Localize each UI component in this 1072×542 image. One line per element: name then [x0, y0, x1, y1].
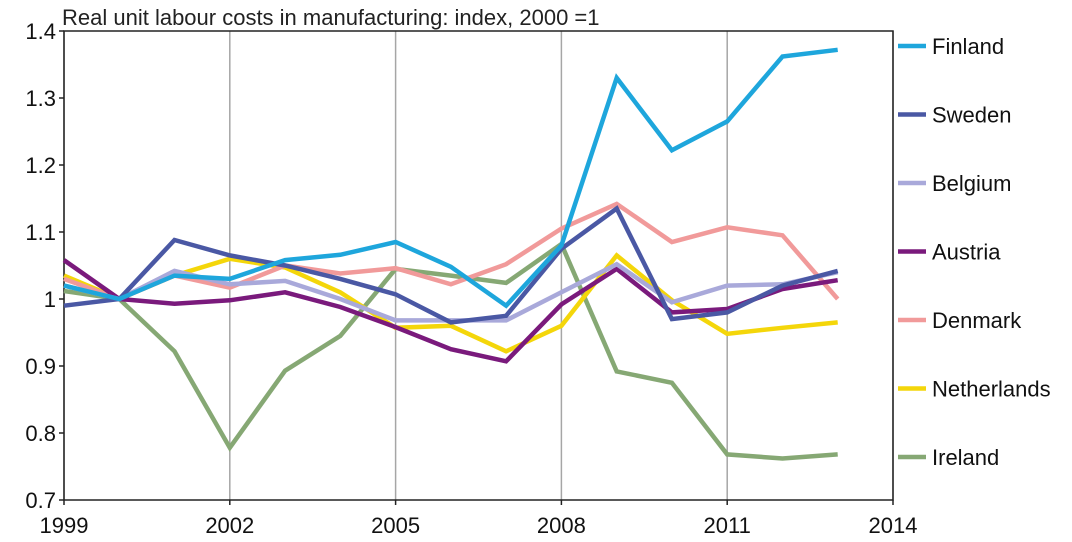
- y-tick-label: 0.7: [25, 488, 56, 513]
- y-tick-label: 0.8: [25, 421, 56, 446]
- legend-label-netherlands: Netherlands: [932, 377, 1051, 402]
- y-tick-label: 1: [44, 287, 56, 312]
- plot-frame: [63, 30, 894, 501]
- legend-label-finland: Finland: [932, 34, 1004, 59]
- y-tick-label: 1.4: [25, 19, 56, 44]
- chart-title: Real unit labour costs in manufacturing:…: [62, 5, 600, 30]
- y-tick-label: 1.1: [25, 220, 56, 245]
- legend-label-austria: Austria: [932, 240, 1001, 265]
- series-line-ireland: [63, 240, 838, 461]
- series-line-sweden: [63, 205, 839, 325]
- series-line-finland: [63, 47, 838, 309]
- x-tick-label: 2011: [704, 513, 751, 538]
- legend: Finland Sweden Belgium Austria Denmark Nether…: [898, 34, 1051, 470]
- series-lines: [62, 47, 840, 461]
- series-line-denmark: [63, 201, 840, 302]
- y-tick-label: 1.2: [25, 153, 56, 178]
- x-tick-label: 1999: [40, 513, 89, 538]
- legend-label-sweden: Sweden: [932, 103, 1012, 128]
- y-tick-label: 0.9: [25, 354, 56, 379]
- series-line-austria: [62, 258, 839, 364]
- y-tick-label: 1.3: [25, 86, 56, 111]
- gridlines: [63, 31, 894, 500]
- legend-label-belgium: Belgium: [932, 171, 1011, 196]
- series-line-netherlands: [63, 252, 838, 354]
- x-tick-label: 2008: [537, 513, 586, 538]
- tick-labels: 0.7 0.8 0.9 1 1.1 1.2 1.3 1.4 1999 2002 2005 2008 20…: [25, 19, 917, 538]
- legend-label-denmark: Denmark: [932, 308, 1022, 333]
- legend-label-ireland: Ireland: [932, 445, 999, 470]
- x-tick-label: 2002: [205, 513, 254, 538]
- axes: [59, 30, 894, 505]
- x-tick-label: 2014: [869, 513, 918, 538]
- x-tick-label: 2005: [371, 513, 420, 538]
